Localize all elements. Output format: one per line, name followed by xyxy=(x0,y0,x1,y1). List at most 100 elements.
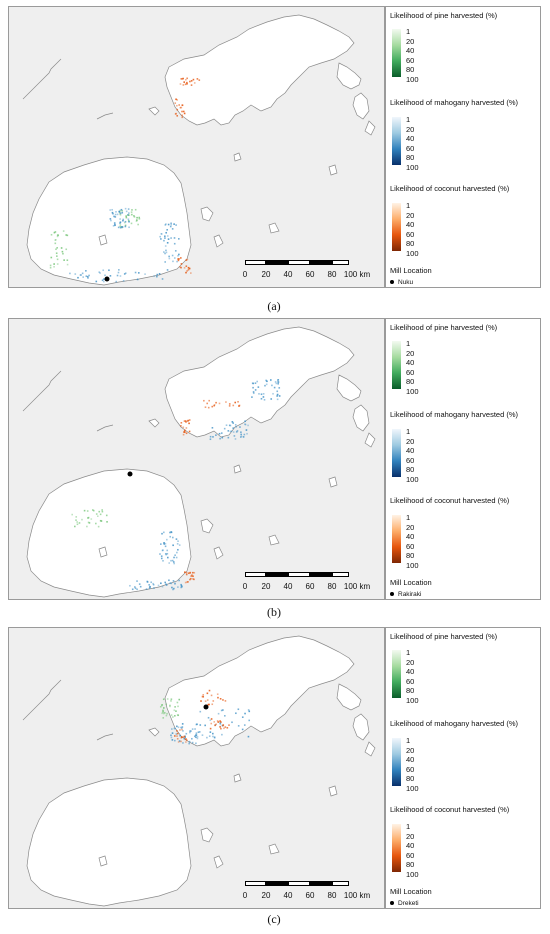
small-island xyxy=(96,112,114,120)
harvest-pixel xyxy=(258,393,260,395)
harvest-pixel xyxy=(183,81,186,83)
harvest-pixel xyxy=(252,391,255,393)
harvest-pixel xyxy=(219,722,222,724)
harvest-pixel xyxy=(173,587,175,590)
small-island xyxy=(328,476,338,488)
harvest-pixel xyxy=(219,720,221,722)
small-island xyxy=(364,741,376,757)
harvest-pixel xyxy=(91,509,94,511)
panel-caption: (b) xyxy=(267,605,281,619)
harvest-pixel xyxy=(101,279,104,282)
harvest-pixel xyxy=(176,714,179,716)
harvest-pixel xyxy=(170,531,173,534)
harvest-pixel xyxy=(99,513,102,516)
harvest-pixel xyxy=(110,219,112,222)
harvest-pixel xyxy=(103,280,105,283)
harvest-pixel xyxy=(169,531,171,534)
coconut-legend-title: Likelihood of coconut harvested (%) xyxy=(390,496,510,505)
fiji-map xyxy=(9,7,384,287)
harvest-pixel xyxy=(174,583,176,585)
harvest-pixel xyxy=(136,588,138,591)
harvest-pixel xyxy=(221,733,223,736)
harvest-pixel xyxy=(160,233,163,235)
harvest-pixel xyxy=(238,404,241,407)
harvest-pixel xyxy=(173,562,175,565)
colorbar-tick-label: 1 xyxy=(406,427,411,436)
harvest-pixel xyxy=(243,433,246,436)
harvest-pixel xyxy=(236,430,239,432)
harvest-pixel xyxy=(85,270,87,272)
harvest-pixel xyxy=(181,114,183,117)
scale-tick: 80 xyxy=(327,891,337,900)
colorbar-tick-label: 100 xyxy=(406,561,419,570)
harvest-pixel xyxy=(190,575,193,577)
colorbar-tick-label: 60 xyxy=(406,541,415,551)
harvest-pixel xyxy=(213,736,216,739)
harvest-pixel xyxy=(161,278,164,280)
harvest-pixel xyxy=(264,384,266,387)
harvest-pixel xyxy=(188,422,190,425)
harvest-pixel xyxy=(170,582,173,585)
harvest-pixel xyxy=(218,402,221,405)
colorbar-tick-label: 20 xyxy=(406,348,415,358)
small-island xyxy=(98,855,108,867)
harvest-pixel xyxy=(122,219,124,222)
harvest-pixel xyxy=(125,210,128,213)
harvest-pixel xyxy=(242,436,245,438)
harvest-pixel xyxy=(122,279,125,282)
harvest-pixel xyxy=(239,436,242,438)
harvest-pixel xyxy=(176,543,179,545)
harvest-pixel xyxy=(215,401,217,404)
panel-a: 0 20 40 60 80 100 km Likelihood of pine … xyxy=(8,6,541,322)
harvest-pixel xyxy=(175,112,177,115)
small-island xyxy=(328,785,338,797)
harvest-pixel xyxy=(111,211,114,214)
harvest-pixel xyxy=(168,562,171,564)
harvest-pixel xyxy=(180,263,183,265)
harvest-pixel xyxy=(173,237,176,239)
mahogany-legend-title: Likelihood of mahogany harvested (%) xyxy=(390,719,518,728)
harvest-pixel xyxy=(229,430,232,433)
pine-legend-title: Likelihood of pine harvested (%) xyxy=(390,323,498,332)
harvest-pixel xyxy=(167,223,170,226)
taveuni-island xyxy=(336,62,362,90)
harvest-pixel xyxy=(188,742,190,745)
harvest-pixel xyxy=(201,734,204,736)
harvest-pixel xyxy=(247,709,250,711)
colorbar-tick-label: 40 xyxy=(406,46,415,56)
colorbar-tick-label: 80 xyxy=(406,65,415,75)
small-island xyxy=(148,418,160,428)
harvest-pixel xyxy=(118,210,121,213)
small-island xyxy=(98,546,108,558)
harvest-pixel xyxy=(265,383,268,386)
harvest-pixel xyxy=(103,278,105,280)
harvest-pixel xyxy=(220,721,222,723)
harvest-pixel xyxy=(219,723,222,726)
harvest-pixel xyxy=(115,280,118,283)
harvest-pixel xyxy=(244,712,246,715)
colorbar-tick-label: 60 xyxy=(406,229,415,239)
harvest-pixel xyxy=(161,532,163,535)
harvest-pixel xyxy=(213,737,216,739)
colorbar-tick-label: 80 xyxy=(406,774,415,784)
harvest-pixel xyxy=(177,548,179,551)
small-island xyxy=(233,464,242,474)
harvest-pixel xyxy=(195,736,197,739)
mill-dot-icon xyxy=(390,592,394,597)
harvest-pixel xyxy=(206,402,209,405)
harvest-pixel xyxy=(180,726,182,729)
harvest-pixel xyxy=(241,716,244,719)
harvest-pixel xyxy=(270,398,273,400)
harvest-pixel xyxy=(186,83,188,85)
harvest-pixel xyxy=(246,432,248,435)
harvest-pixel xyxy=(188,740,191,743)
harvest-pixel xyxy=(161,585,164,588)
harvest-pixel xyxy=(165,703,168,706)
viti-levu-island xyxy=(26,777,192,907)
harvest-pixel xyxy=(122,218,125,221)
harvest-pixel xyxy=(227,436,230,439)
harvest-pixel xyxy=(240,431,242,434)
harvest-pixel xyxy=(57,234,60,237)
harvest-pixel xyxy=(162,709,164,712)
harvest-pixel xyxy=(210,722,213,725)
